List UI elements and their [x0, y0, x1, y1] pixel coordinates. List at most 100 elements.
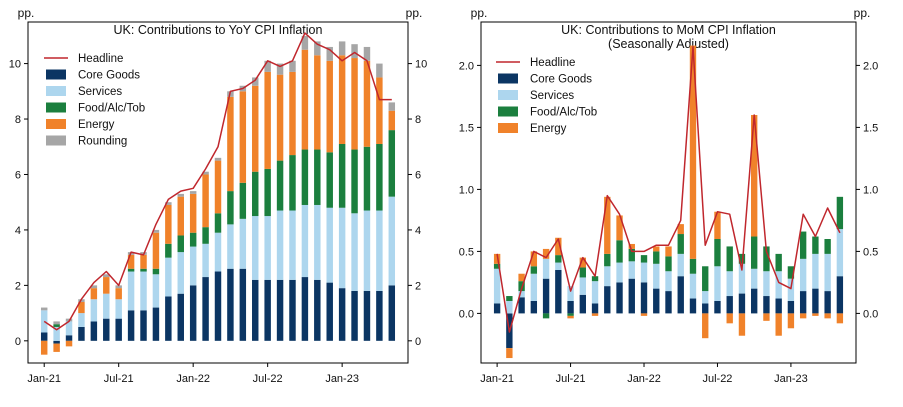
bar-rounding — [177, 193, 184, 197]
bar-core-goods — [127, 310, 135, 341]
x-tick-label: Jan-23 — [325, 373, 359, 385]
bar-services — [714, 266, 721, 301]
bar-food-alc-tob — [338, 143, 346, 208]
bar-energy — [189, 193, 197, 233]
y-tick-label-left: 8 — [15, 114, 21, 126]
bar-core-goods — [836, 276, 844, 314]
bar-energy — [301, 49, 309, 150]
bar-food-alc-tob — [579, 267, 586, 278]
bar-food-alc-tob — [363, 146, 371, 211]
x-tick-label: Jul-21 — [556, 373, 586, 385]
bar-energy — [628, 243, 635, 249]
chart-panel-2: 0.0 0.0 0.5 0.5 1.0 1.0 1.5 1.5 2.0 2.0 Jan-21 Jul-… — [459, 6, 879, 385]
bar-services — [555, 262, 562, 270]
bar-services — [787, 278, 795, 301]
bar-food-alc-tob — [152, 268, 160, 275]
bar-food-alc-tob — [665, 256, 672, 272]
y-tick-label-right: 1.0 — [863, 184, 878, 196]
bar-energy — [799, 313, 807, 319]
y-axis-unit-right: pp. — [854, 6, 871, 20]
legend-swatch — [46, 102, 66, 113]
x-tick-label: Jan-22 — [176, 373, 210, 385]
bar-food-alc-tob — [239, 182, 247, 219]
bar-core-goods — [289, 279, 296, 341]
bar-services — [579, 277, 586, 295]
bar-food-alc-tob — [591, 276, 599, 282]
bar-energy — [53, 343, 60, 352]
bar-energy — [567, 315, 574, 319]
bar-core-goods — [53, 340, 60, 344]
bar-energy — [177, 196, 184, 236]
bar-food-alc-tob — [604, 253, 611, 267]
bar-services — [289, 210, 296, 280]
bar-services — [616, 262, 623, 283]
bar-food-alc-tob — [376, 143, 383, 211]
bar-energy — [239, 91, 247, 183]
y-tick-label-left: 0 — [15, 336, 21, 348]
bar-core-goods — [726, 296, 733, 314]
bar-core-goods — [152, 307, 160, 341]
bar-food-alc-tob — [763, 246, 770, 272]
bar-core-goods — [518, 297, 525, 314]
x-tick-label: Jul-22 — [702, 373, 732, 385]
y-tick-label-right: 6 — [415, 169, 421, 181]
bar-core-goods — [140, 310, 147, 341]
bar-energy — [152, 232, 160, 269]
bar-core-goods — [824, 291, 831, 314]
bar-services — [376, 210, 383, 291]
bar-energy — [726, 313, 733, 324]
bar-core-goods — [214, 271, 222, 341]
bar-food-alc-tob — [567, 313, 574, 316]
bar-core-goods — [616, 282, 623, 314]
bar-food-alc-tob — [714, 239, 721, 267]
bar-services — [264, 216, 271, 280]
bar-rounding — [289, 60, 296, 72]
legend-swatch — [46, 86, 66, 96]
legend-swatch — [498, 106, 518, 117]
legend-swatch — [46, 69, 66, 80]
bar-core-goods — [787, 301, 795, 314]
bar-energy — [90, 288, 98, 300]
bar-services — [702, 291, 709, 304]
bar-services — [127, 271, 135, 311]
bar-core-goods — [689, 298, 697, 314]
bar-services — [604, 266, 611, 287]
bar-services — [640, 262, 648, 283]
bar-core-goods — [714, 301, 721, 314]
bar-energy — [388, 110, 396, 131]
bar-services — [493, 268, 501, 304]
y-tick-label-right: 10 — [415, 59, 427, 71]
legend-label: Energy — [78, 119, 115, 131]
bar-energy — [591, 313, 599, 316]
bar-services — [202, 243, 209, 278]
bar-food-alc-tob — [836, 196, 844, 230]
bar-core-goods — [40, 332, 48, 341]
bar-food-alc-tob — [177, 235, 184, 253]
bar-energy — [115, 288, 122, 300]
bar-core-goods — [252, 279, 259, 341]
bar-core-goods — [115, 318, 122, 341]
bar-food-alc-tob — [493, 263, 501, 269]
bar-core-goods — [665, 291, 672, 314]
legend-swatch — [498, 123, 518, 133]
bar-services — [824, 253, 831, 292]
y-tick-label-right: 0.5 — [863, 246, 878, 258]
bar-core-goods — [65, 335, 73, 341]
bar-food-alc-tob — [751, 236, 758, 269]
bar-energy — [689, 45, 697, 259]
bar-energy — [127, 254, 135, 269]
x-tick-label: Jan-21 — [480, 373, 514, 385]
bar-services — [567, 286, 574, 301]
bar-services — [239, 218, 247, 269]
bar-services — [812, 253, 819, 289]
y-tick-label-left: 2 — [15, 280, 21, 292]
bar-core-goods — [90, 321, 98, 341]
bar-services — [78, 313, 85, 327]
legend-swatch — [498, 73, 518, 84]
bar-core-goods — [591, 303, 599, 314]
bar-core-goods — [579, 294, 586, 314]
line-headline — [496, 46, 841, 333]
bar-food-alc-tob — [326, 152, 333, 208]
bar-services — [388, 196, 396, 286]
